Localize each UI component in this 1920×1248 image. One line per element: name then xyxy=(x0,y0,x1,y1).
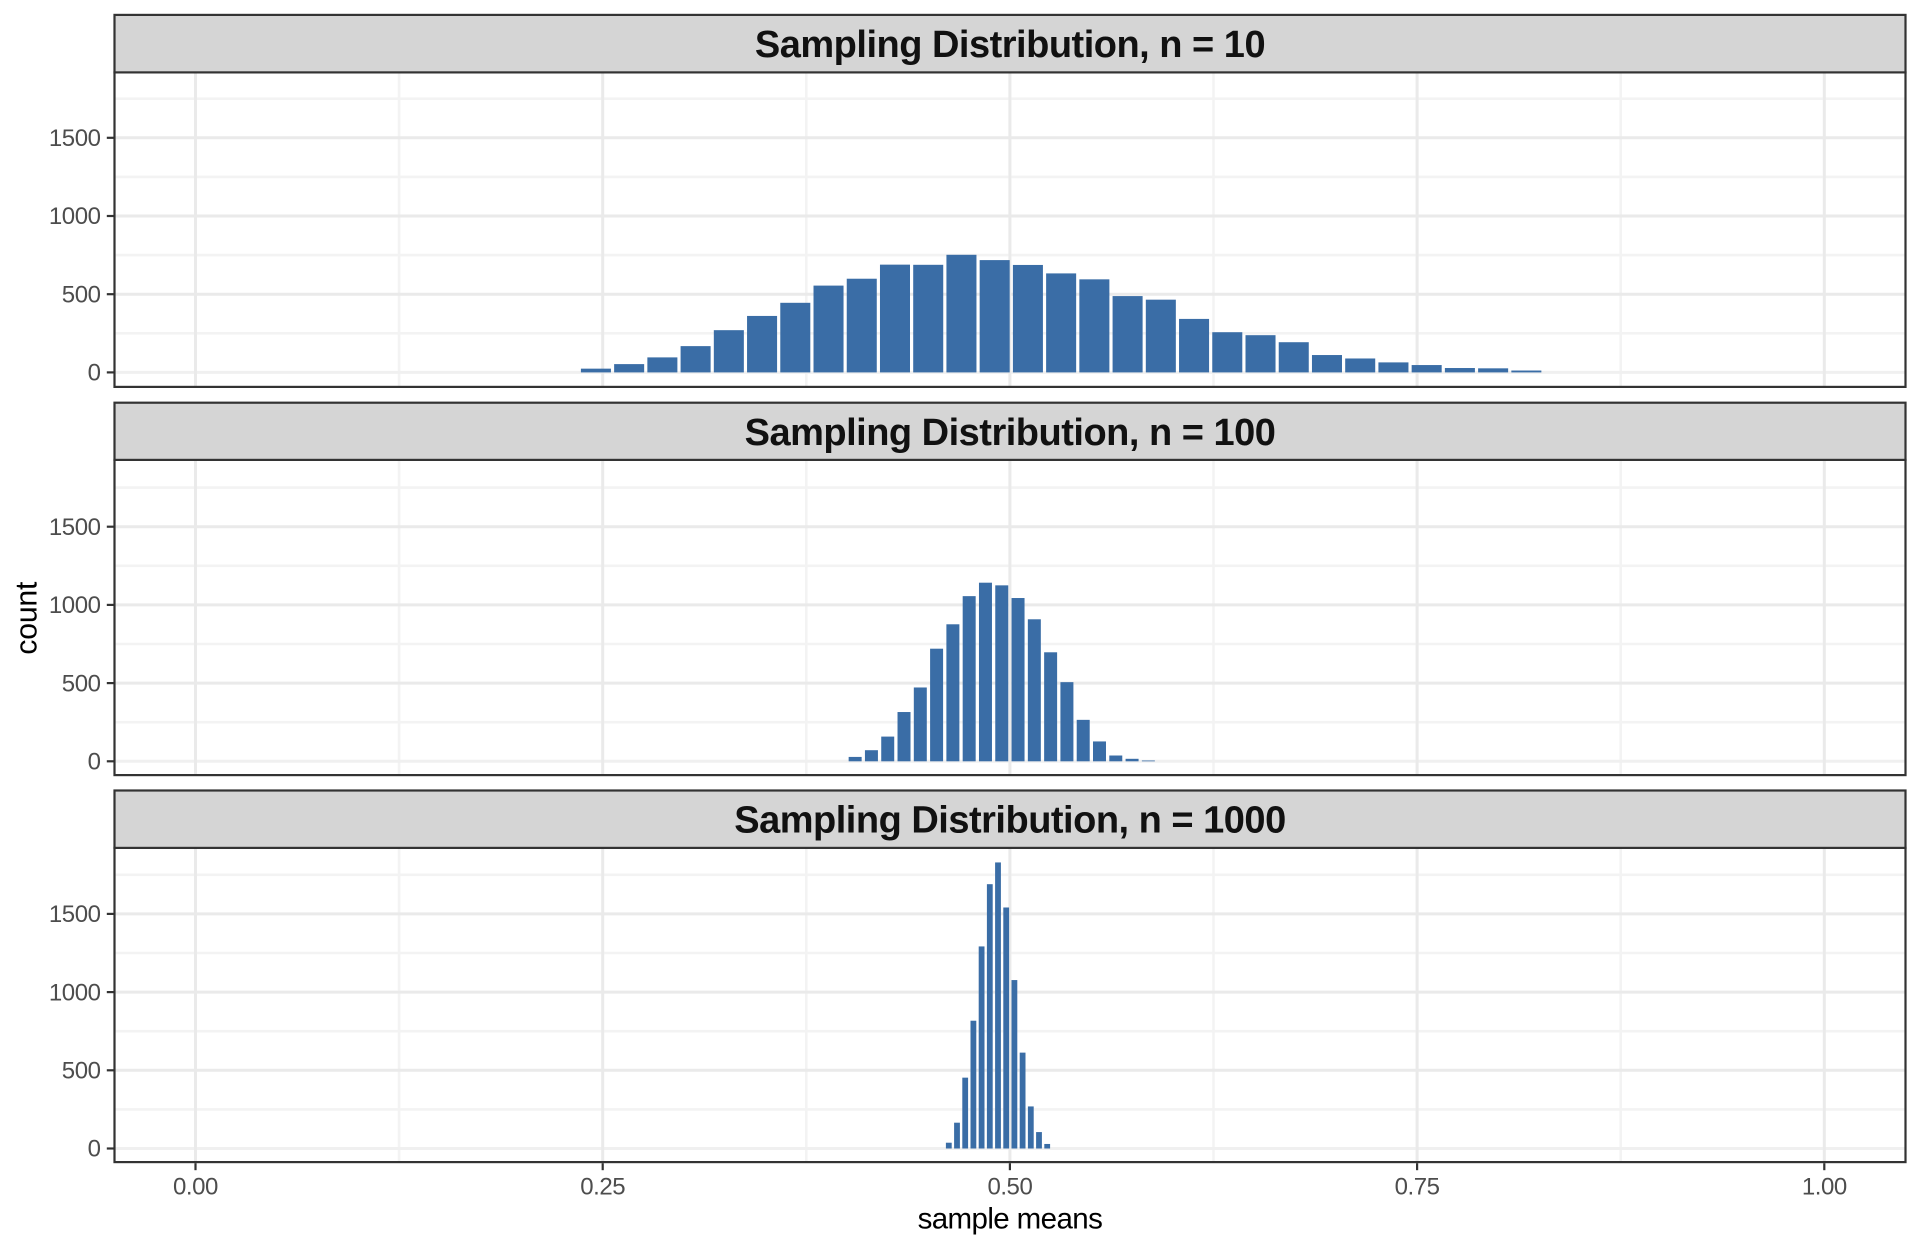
svg-text:Sampling Distribution, n = 100: Sampling Distribution, n = 100 xyxy=(745,412,1276,454)
svg-text:500: 500 xyxy=(62,670,101,697)
svg-text:0: 0 xyxy=(88,360,101,387)
svg-text:sample means: sample means xyxy=(918,1203,1103,1236)
svg-text:1.00: 1.00 xyxy=(1802,1174,1847,1201)
svg-text:0.50: 0.50 xyxy=(987,1174,1032,1201)
svg-text:0.00: 0.00 xyxy=(173,1174,218,1201)
svg-text:500: 500 xyxy=(62,1058,101,1085)
svg-text:Sampling Distribution, n = 100: Sampling Distribution, n = 1000 xyxy=(734,800,1285,842)
svg-text:0.25: 0.25 xyxy=(580,1174,625,1201)
svg-text:1500: 1500 xyxy=(49,901,101,928)
svg-text:1000: 1000 xyxy=(49,979,101,1006)
svg-text:1500: 1500 xyxy=(49,514,101,541)
svg-text:500: 500 xyxy=(62,281,101,308)
svg-text:0.75: 0.75 xyxy=(1395,1174,1440,1201)
svg-text:1000: 1000 xyxy=(49,203,101,230)
svg-text:0: 0 xyxy=(88,1136,101,1163)
svg-text:count: count xyxy=(11,581,44,655)
svg-text:1500: 1500 xyxy=(49,125,101,152)
svg-text:Sampling Distribution, n = 10: Sampling Distribution, n = 10 xyxy=(755,24,1265,66)
svg-text:0: 0 xyxy=(88,749,101,776)
svg-text:1000: 1000 xyxy=(49,592,101,619)
